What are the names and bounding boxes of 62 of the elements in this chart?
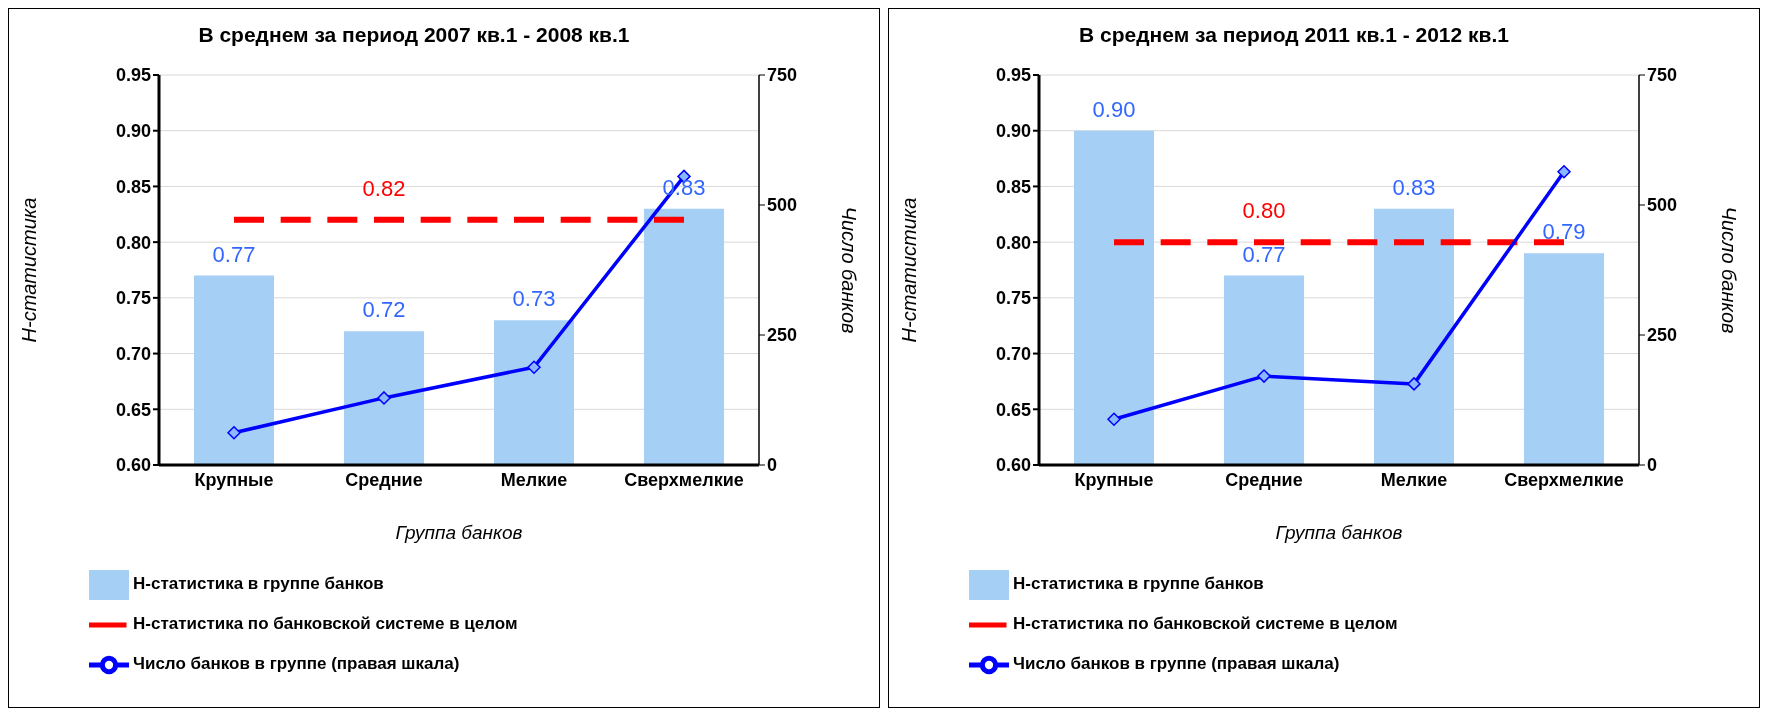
data-label: 0.73 xyxy=(512,286,556,312)
data-label: 0.79 xyxy=(1542,219,1586,245)
y2-tick-label: 500 xyxy=(767,195,798,216)
point xyxy=(1107,412,1121,426)
y-tick-label: 0.95 xyxy=(115,65,151,86)
data-label: 0.77 xyxy=(1242,241,1286,267)
x-tick-label: Крупные xyxy=(194,469,274,490)
y2-tick-label: 250 xyxy=(767,325,798,346)
legend-label: Число банков в группе (правая шкала) xyxy=(133,654,460,674)
y-tick-label: 0.90 xyxy=(115,121,151,142)
y2-tick-label: 250 xyxy=(1647,325,1678,346)
point xyxy=(527,360,541,374)
y-tick-label: 0.65 xyxy=(115,399,151,420)
y2-tick-label: 0 xyxy=(767,455,778,476)
y-tick-label: 0.85 xyxy=(995,176,1031,197)
data-label: 0.83 xyxy=(1392,174,1436,200)
x-tick-label: Средние xyxy=(345,469,423,490)
y-tick-label: 0.90 xyxy=(995,121,1031,142)
x-tick-label: Мелкие xyxy=(1380,469,1448,490)
x-tick-label: Средние xyxy=(1225,469,1303,490)
y-tick-label: 0.70 xyxy=(115,343,151,364)
y-tick-label: 0.60 xyxy=(995,455,1031,476)
data-label: 0.82 xyxy=(362,175,406,201)
y2-tick-label: 500 xyxy=(1647,195,1678,216)
legend-label: Н-статистика по банковской системе в целом xyxy=(133,614,518,634)
x-axis-title: Группа банков xyxy=(395,522,523,543)
y2-axis-title: Число банков xyxy=(1717,206,1740,334)
y-tick-label: 0.70 xyxy=(995,343,1031,364)
y-tick-label: 0.60 xyxy=(115,455,151,476)
chart-title: В среднем за период 2007 кв.1 - 2008 кв.1 xyxy=(197,23,631,47)
x-tick-label: Мелкие xyxy=(500,469,568,490)
legend-label: Н-статистика в группе банков xyxy=(133,574,384,594)
y-tick-label: 0.75 xyxy=(995,288,1031,309)
point xyxy=(1557,164,1571,179)
y-tick-label: 0.75 xyxy=(115,288,151,309)
y-tick-label: 0.80 xyxy=(115,232,151,253)
legend-label: Число банков в группе (правая шкала) xyxy=(1013,654,1340,674)
y-tick-label: 0.85 xyxy=(115,176,151,197)
chart-title: В среднем за период 2011 кв.1 - 2012 кв.1 xyxy=(1078,23,1510,47)
y2-tick-label: 750 xyxy=(1647,65,1678,86)
y2-axis-title: Число банков xyxy=(837,206,860,334)
point xyxy=(227,426,241,440)
legend-label: Н-статистика в группе банков xyxy=(1013,574,1264,594)
point xyxy=(377,391,391,405)
data-label: 0.80 xyxy=(1242,198,1286,224)
data-label: 0.77 xyxy=(212,241,256,267)
y-axis-title: Н-статистика xyxy=(18,197,41,343)
x-tick-label: Крупные xyxy=(1074,469,1154,490)
x-tick-label: Сверхмелкие xyxy=(1504,469,1624,490)
y2-tick-label: 0 xyxy=(1647,455,1658,476)
legend-label: Н-статистика по банковской системе в целом xyxy=(1013,614,1398,634)
y-tick-label: 0.95 xyxy=(995,65,1031,86)
x-tick-label: Сверхмелкие xyxy=(624,469,744,490)
data-label: 0.90 xyxy=(1092,96,1136,122)
y-axis-title: Н-статистика xyxy=(898,197,921,343)
y2-tick-label: 750 xyxy=(767,65,798,86)
data-label: 0.72 xyxy=(362,297,406,323)
x-axis-title: Группа банков xyxy=(1275,522,1403,543)
point xyxy=(1257,369,1271,383)
y-tick-label: 0.80 xyxy=(995,232,1031,253)
point xyxy=(1407,377,1421,391)
y-tick-label: 0.65 xyxy=(995,399,1031,420)
